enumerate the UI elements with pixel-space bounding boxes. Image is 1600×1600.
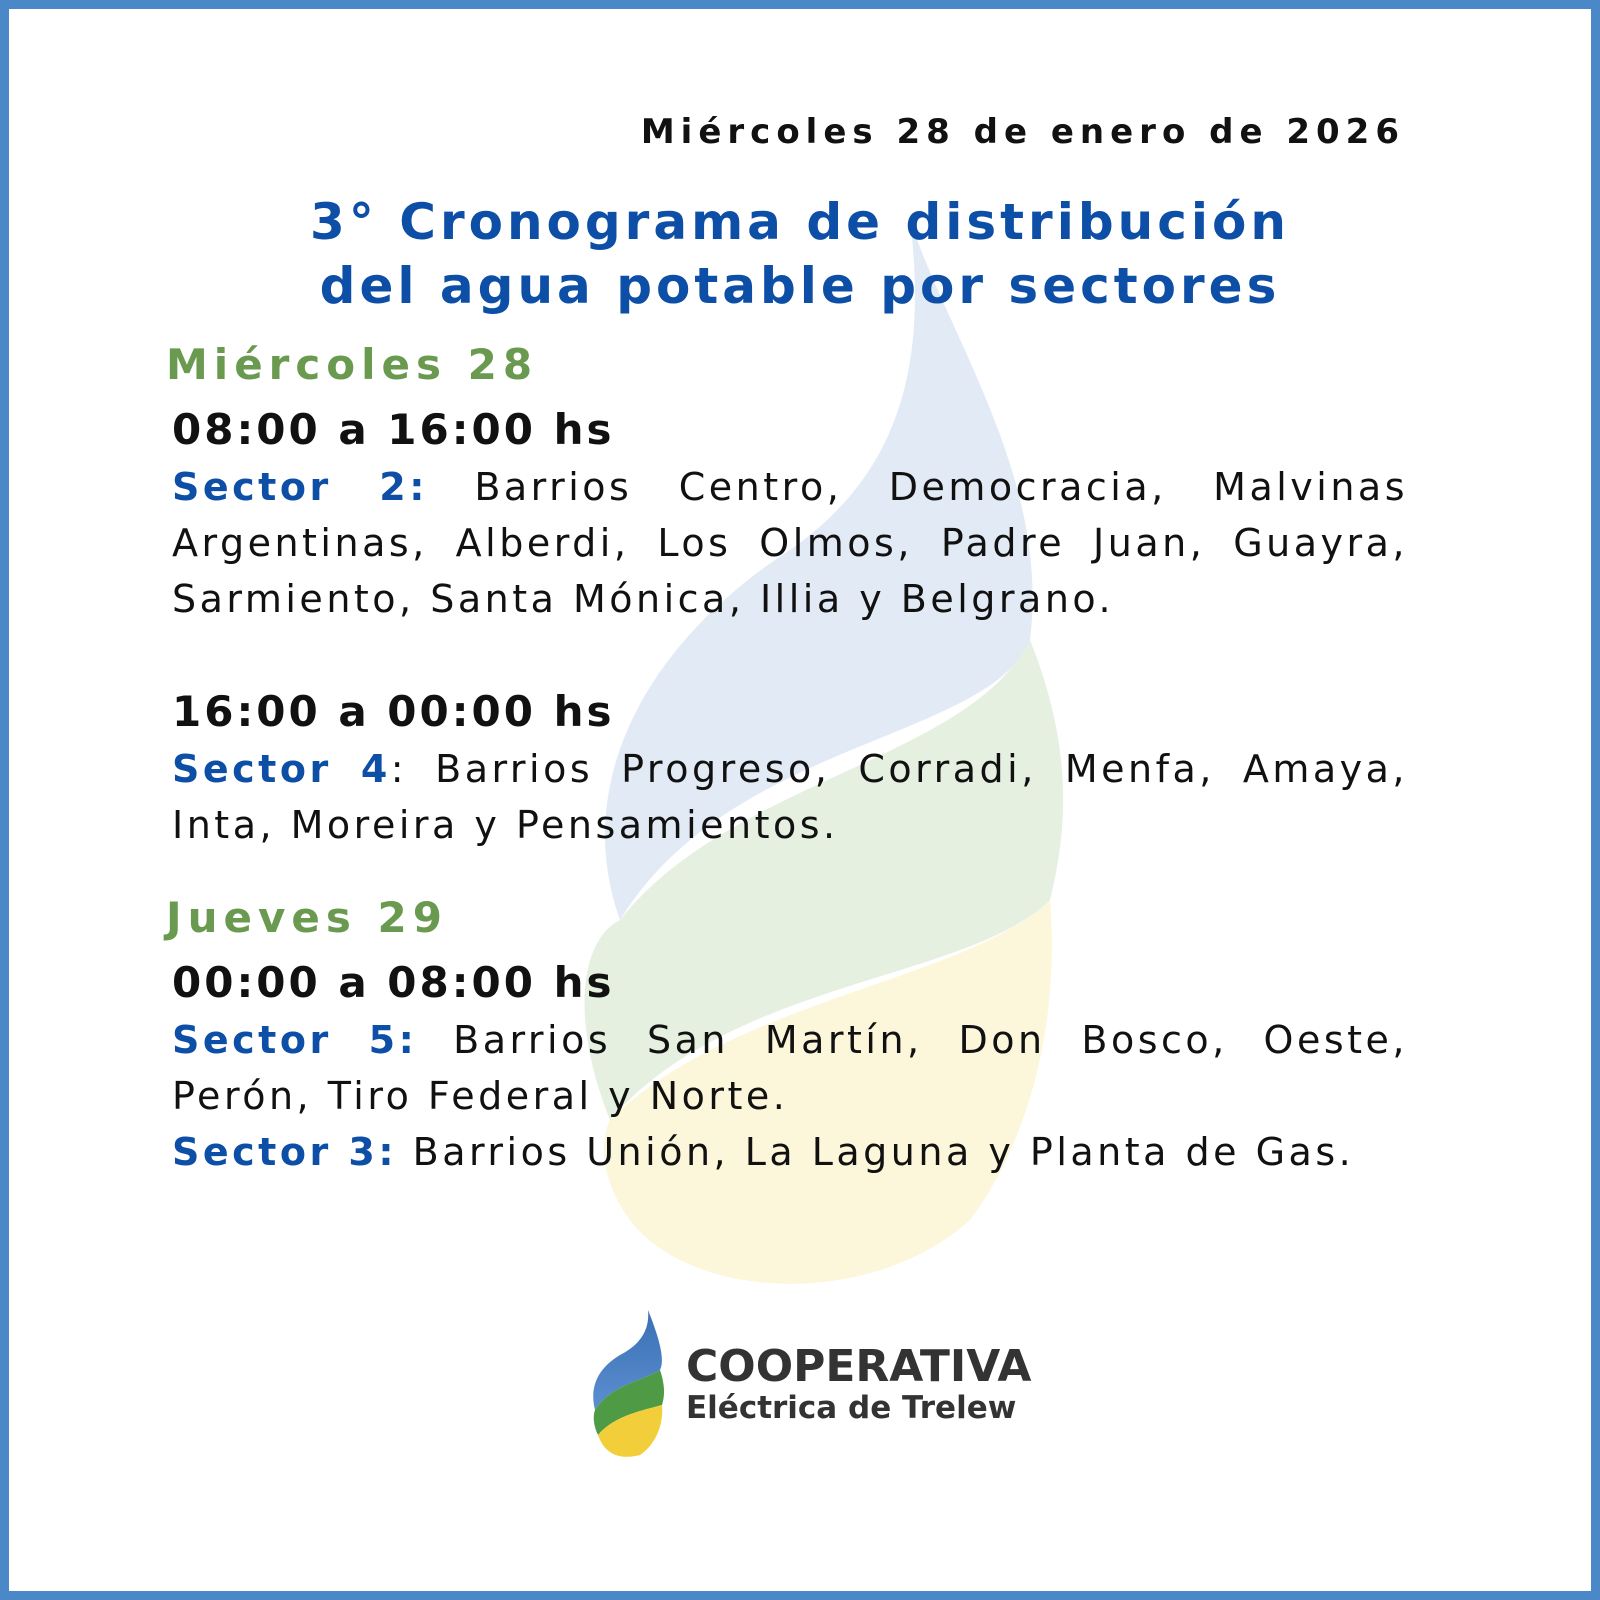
sector-entry: Sector 3: Barrios Unión, La Laguna y Pla… (172, 1124, 1408, 1180)
sector-neighborhoods: Barrios San Martín, Don Bosco, Oeste, Pe… (172, 1018, 1408, 1118)
sector-entry: Sector 2: Barrios Centro, Democracia, Ma… (172, 459, 1408, 627)
day-heading: Jueves 29 (166, 893, 448, 942)
flame-leaf-logo-icon (593, 1310, 665, 1457)
sector-neighborhoods: : Barrios Progreso, Corradi, Menfa, Amay… (172, 747, 1408, 847)
flame-watermark-icon (584, 220, 1064, 1284)
sector-label: Sector 4 (172, 747, 391, 791)
sector-label: Sector 3: (172, 1130, 398, 1174)
sector-label: Sector 5: (172, 1018, 418, 1062)
schedule: Miércoles 28 08:00 a 16:00 hs Sector 2: … (166, 340, 1408, 1180)
sector-neighborhoods: Barrios Unión, La Laguna y Planta de Gas… (397, 1130, 1355, 1174)
day-heading: Miércoles 28 (166, 340, 539, 389)
sector-entry: Sector 4: Barrios Progreso, Corradi, Men… (172, 741, 1408, 853)
cooperative-logo: COOPERATIVA Eléctrica de Trelew (590, 1310, 1031, 1460)
time-slot: 00:00 a 08:00 hs (172, 958, 615, 1007)
time-slot: 08:00 a 16:00 hs (172, 405, 615, 454)
time-slot: 16:00 a 00:00 hs (172, 687, 615, 736)
date-heading: Miércoles 28 de enero de 2026 (640, 112, 1405, 152)
sector-neighborhoods: Barrios Centro, Democracia, Malvinas Arg… (172, 465, 1408, 621)
logo-name: COOPERATIVA (686, 1341, 1032, 1392)
page-title: 3° Cronograma de distribución del agua p… (200, 190, 1400, 318)
sector-entry: Sector 5: Barrios San Martín, Don Bosco,… (172, 1012, 1408, 1124)
logo-subtitle: Eléctrica de Trelew (686, 1390, 1017, 1426)
sector-label: Sector 2: (172, 465, 428, 509)
title-line-2: del agua potable por sectores (319, 257, 1281, 315)
title-line-1: 3° Cronograma de distribución (310, 193, 1290, 251)
